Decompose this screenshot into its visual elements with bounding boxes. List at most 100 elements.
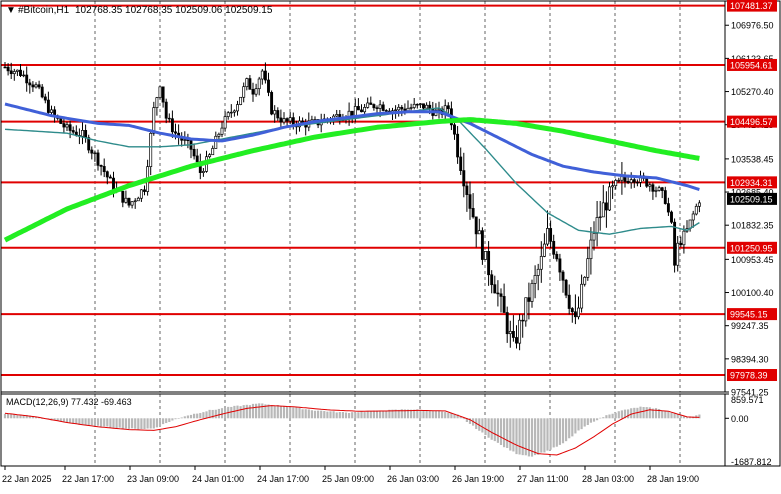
macd-histogram-bar	[530, 418, 534, 457]
price-tick-label: 100953.45	[731, 255, 774, 265]
macd-histogram-bar	[25, 414, 28, 419]
macd-histogram-bar	[456, 414, 459, 419]
macd-histogram-bar	[599, 417, 602, 419]
candle-body	[90, 149, 94, 154]
candle-body	[527, 297, 531, 302]
macd-histogram-bar	[627, 409, 630, 419]
candle-body	[471, 208, 475, 218]
macd-histogram-bar	[93, 418, 96, 426]
macd-histogram-bar	[512, 418, 515, 452]
candle-body	[598, 216, 602, 219]
macd-histogram-bar	[90, 418, 93, 426]
candle-body	[558, 258, 562, 273]
level-price-label: 107481.37	[730, 1, 773, 11]
candle-body	[211, 148, 215, 156]
candle-body	[415, 103, 419, 106]
candle-body	[254, 88, 258, 95]
candle-body	[626, 181, 630, 183]
macd-histogram-bar	[183, 416, 186, 419]
candle-body	[490, 274, 494, 286]
time-tick-label: 22 Jan 2025	[2, 474, 52, 484]
macd-histogram-bar	[75, 418, 78, 425]
candle-body	[546, 228, 549, 245]
macd-label: MACD(12,26,9) 77.432 -69.463	[6, 397, 132, 407]
candle-body	[121, 190, 125, 203]
macd-histogram-bar	[7, 413, 10, 419]
price-tick-label: 98394.30	[731, 354, 769, 364]
time-tick-label: 28 Jan 19:00	[647, 474, 699, 484]
macd-histogram-bar	[193, 413, 196, 419]
macd-histogram-bar	[391, 409, 394, 419]
candle-body	[248, 78, 252, 90]
macd-histogram-bar	[19, 414, 22, 419]
candle-body	[84, 130, 88, 139]
candle-body	[279, 117, 283, 123]
candle-body	[133, 200, 137, 203]
price-tick-label: 106976.50	[731, 21, 774, 31]
macd-histogram-bar	[152, 418, 155, 429]
candle-body	[363, 107, 367, 113]
macd-histogram-bar	[468, 418, 472, 424]
candle-body	[515, 337, 518, 344]
macd-histogram-bar	[251, 403, 255, 419]
macd-histogram-bar	[437, 410, 441, 419]
candle-body	[459, 156, 463, 171]
candle-body	[239, 96, 243, 105]
macd-signal-line	[4, 405, 700, 456]
macd-histogram-bar	[286, 406, 289, 419]
candle-body	[567, 294, 571, 309]
candle-body	[465, 185, 469, 195]
candle-body	[654, 189, 658, 192]
candle-body	[583, 276, 587, 285]
time-tick-label: 28 Jan 03:00	[582, 474, 634, 484]
candle-body	[214, 135, 218, 149]
macd-histogram-bar	[317, 410, 320, 419]
candle-body	[663, 190, 667, 204]
candle-body	[81, 130, 84, 137]
macd-histogram-bar	[171, 418, 174, 421]
candle-body	[251, 88, 255, 95]
candlesticks	[3, 61, 701, 351]
candle-body	[220, 127, 224, 135]
macd-histogram-bar	[651, 408, 654, 419]
candle-body	[267, 79, 270, 93]
macd-histogram-bar	[320, 410, 323, 419]
macd-histogram-bar	[100, 418, 103, 428]
macd-histogram-bar	[422, 410, 425, 419]
level-price-badge	[727, 241, 777, 254]
macd-histogram-bar	[341, 412, 344, 419]
candle-body	[40, 86, 44, 98]
level-price-label: 104496.57	[730, 117, 773, 127]
candle-body	[288, 117, 292, 122]
candle-body	[564, 279, 568, 296]
macd-histogram-bar	[81, 418, 84, 425]
macd-histogram-bar	[586, 418, 589, 425]
macd-histogram-bar	[506, 418, 509, 449]
macd-histogram-bar	[592, 418, 596, 422]
macd-histogram-bar	[487, 418, 490, 438]
candle-body	[648, 184, 652, 187]
candle-body	[468, 194, 472, 209]
macd-histogram-bar	[676, 413, 679, 419]
candle-body	[422, 103, 425, 109]
macd-histogram-bar	[69, 418, 72, 423]
macd-histogram-bar	[617, 411, 620, 419]
candle-body	[130, 201, 134, 206]
macd-histogram-bar	[379, 410, 382, 419]
macd-histogram-bar	[546, 418, 549, 451]
macd-histogram-bar	[363, 412, 366, 419]
candle-body	[697, 202, 701, 207]
price-tick-label: 101832.35	[731, 221, 774, 231]
candle-body	[555, 253, 559, 260]
macd-histogram-bar	[313, 410, 317, 419]
macd-histogram-bar	[41, 418, 44, 419]
macd-histogram-bar	[630, 408, 633, 419]
candle-body	[412, 103, 416, 108]
candle-body	[263, 70, 267, 81]
macd-histogram-bar	[679, 415, 682, 419]
candle-body	[536, 268, 540, 276]
candle-body	[601, 202, 605, 218]
time-tick-label: 22 Jan 17:00	[62, 474, 114, 484]
